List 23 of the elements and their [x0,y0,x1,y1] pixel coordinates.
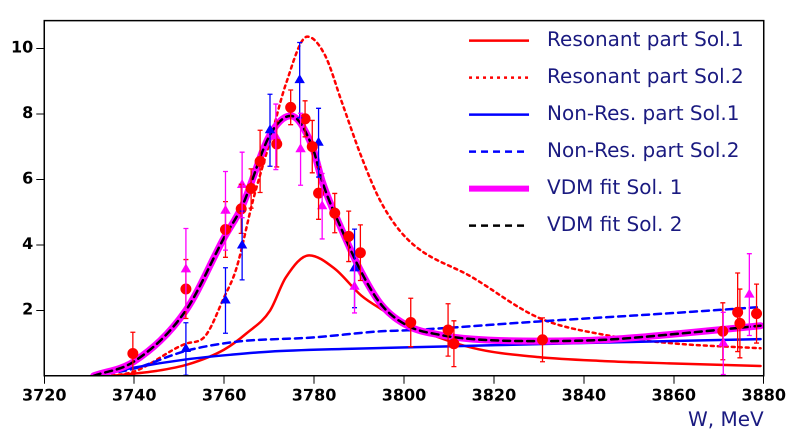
x-tick-label: 3760 [202,386,246,405]
legend-label: VDM fit Sol. 2 [547,212,682,236]
point [751,308,762,320]
legend-label: Resonant part Sol.1 [547,26,744,51]
y-tick-label: 6 [22,168,34,188]
legend-label: Non-Res. part Sol.1 [547,100,740,125]
x-tick-label: 3800 [382,386,426,405]
x-tick-label: 3880 [741,386,786,405]
x-tick-label: 3820 [472,386,516,405]
x-tick-label: 3860 [652,386,696,405]
y-tick-label: 10 [11,38,34,57]
x-tick-label: 3840 [562,386,606,405]
x-tick-label: 3720 [22,386,67,405]
legend-label: VDM fit Sol. 1 [547,174,682,199]
y-tick-label: 4 [22,234,34,254]
point [442,324,454,336]
x-axis-title: W, MeV [688,407,764,432]
x-tick-label: 3740 [112,386,156,405]
y-tick-label: 2 [22,299,34,318]
legend-label: Non-Res. part Sol.2 [547,138,740,162]
y-tick-label: 8 [22,103,34,122]
legend-label: Resonant part Sol.2 [547,64,744,88]
x-tick-label: 3780 [292,386,336,405]
